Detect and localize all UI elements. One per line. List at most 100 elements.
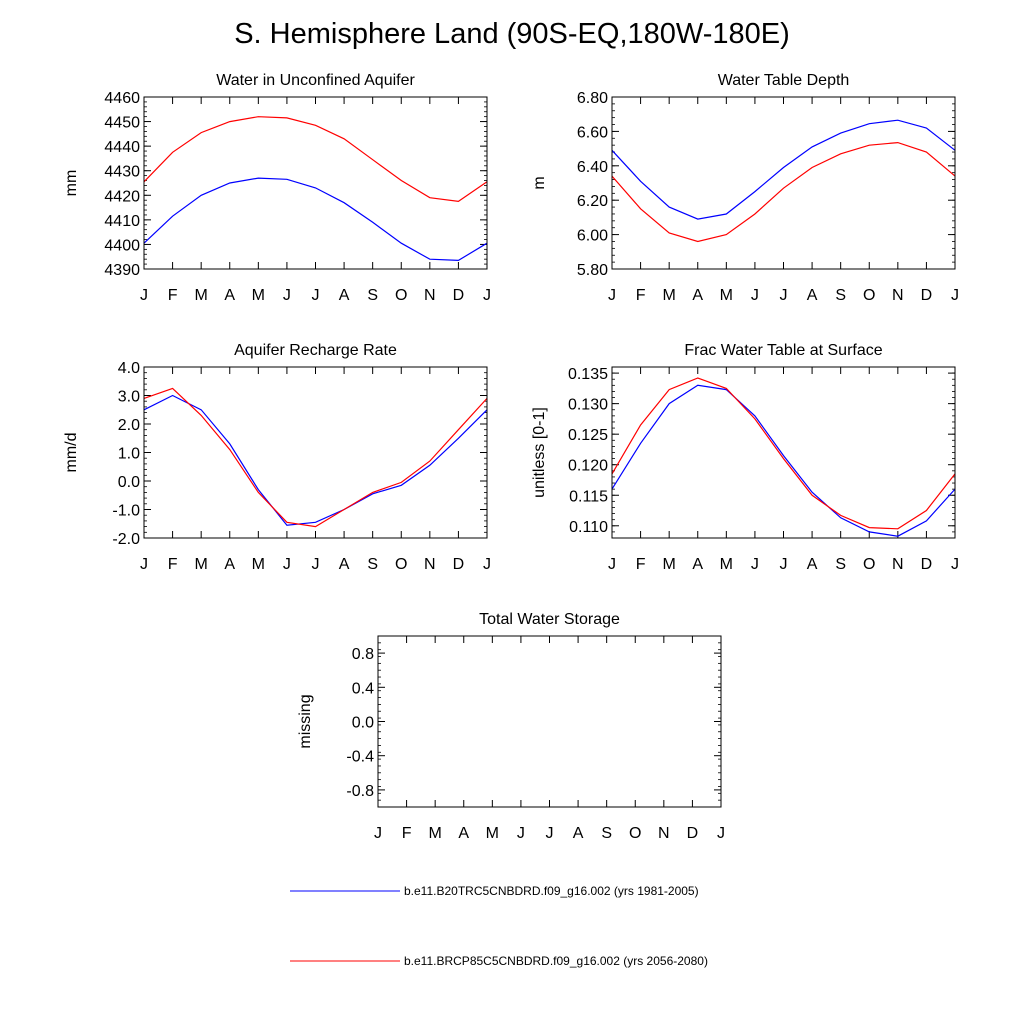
x-tick-label: J [283, 287, 291, 304]
x-tick-label: J [717, 825, 725, 842]
x-tick-label: M [663, 556, 676, 573]
plot-frame [611, 366, 956, 539]
x-tick-label: A [339, 287, 350, 304]
chart-title: Water Table Depth [718, 72, 850, 89]
x-tick-label: M [195, 287, 208, 304]
y-tick-label: 0.125 [568, 427, 608, 444]
y-tick-label: 6.20 [577, 193, 608, 210]
x-tick-label: S [601, 825, 612, 842]
x-tick-label: A [807, 287, 818, 304]
x-tick-label: F [636, 287, 646, 304]
y-axis-label: m [531, 176, 548, 189]
x-tick-label: J [780, 556, 788, 573]
y-tick-label: -0.8 [346, 783, 374, 800]
x-tick-label: J [751, 287, 759, 304]
x-tick-label: M [195, 556, 208, 573]
x-tick-label: D [453, 556, 465, 573]
x-tick-label: M [720, 287, 733, 304]
y-axis-label: missing [297, 694, 314, 748]
y-tick-label: 6.00 [577, 228, 608, 245]
y-tick-label: -0.4 [346, 749, 374, 766]
y-tick-label: 0.0 [118, 474, 140, 491]
x-tick-label: S [367, 287, 378, 304]
y-tick-label: 1.0 [118, 446, 140, 463]
x-tick-label: F [168, 287, 178, 304]
x-tick-label: S [835, 556, 846, 573]
y-tick-label: 4450 [104, 115, 140, 132]
x-tick-label: O [395, 287, 407, 304]
x-tick-label: N [892, 287, 904, 304]
x-tick-label: F [636, 556, 646, 573]
x-tick-label: S [367, 556, 378, 573]
x-tick-label: D [921, 287, 933, 304]
x-tick-label: M [720, 556, 733, 573]
figure-title: S. Hemisphere Land (90S-EQ,180W-180E) [234, 18, 790, 50]
y-tick-label: 0.130 [568, 397, 608, 414]
x-tick-label: J [483, 287, 491, 304]
chart-title: Frac Water Table at Surface [684, 342, 882, 359]
chart-panel-4: Frac Water Table at Surface unitless [0-1… [531, 342, 959, 573]
x-tick-label: N [424, 287, 436, 304]
plot-frame [143, 366, 488, 539]
y-tick-label: 0.4 [352, 680, 374, 697]
y-tick-label: 0.135 [568, 366, 608, 383]
y-tick-label: 6.60 [577, 124, 608, 141]
y-tick-label: 0.8 [352, 646, 374, 663]
x-tick-label: J [608, 287, 616, 304]
chart-title: Aquifer Recharge Rate [234, 342, 397, 359]
y-tick-label: 0.0 [352, 715, 374, 732]
series-line-1 [143, 394, 488, 526]
x-tick-label: O [395, 556, 407, 573]
x-tick-label: O [863, 556, 875, 573]
y-tick-label: -1.0 [112, 503, 140, 520]
legend-label: b.e11.BRCP85C5CNBDRD.f09_g16.002 (yrs 20… [404, 954, 708, 968]
plot-frame [611, 96, 956, 270]
y-tick-label: 4440 [104, 139, 140, 156]
y-tick-label: 0.115 [569, 488, 608, 505]
x-tick-label: O [863, 287, 875, 304]
y-tick-label: 0.120 [568, 458, 608, 475]
x-tick-label: M [252, 287, 265, 304]
x-tick-label: J [140, 287, 148, 304]
series-line-2 [143, 116, 488, 203]
x-tick-label: J [483, 556, 491, 573]
series-line-2 [143, 387, 488, 528]
plot-frame [143, 96, 488, 270]
x-tick-label: A [339, 556, 350, 573]
x-tick-label: J [374, 825, 382, 842]
x-tick-label: J [517, 825, 525, 842]
series-line-1 [611, 119, 956, 220]
x-tick-label: A [224, 287, 235, 304]
x-tick-label: O [629, 825, 641, 842]
y-tick-label: 4.0 [118, 360, 140, 377]
x-tick-label: D [453, 287, 465, 304]
y-tick-label: 4400 [104, 237, 140, 254]
x-tick-label: M [486, 825, 499, 842]
x-tick-label: D [687, 825, 699, 842]
x-tick-label: A [224, 556, 235, 573]
x-tick-label: A [692, 556, 703, 573]
x-tick-label: M [429, 825, 442, 842]
y-tick-label: 4410 [104, 213, 140, 230]
y-tick-label: 4460 [104, 90, 140, 107]
x-tick-label: D [921, 556, 933, 573]
series-line-1 [611, 384, 956, 537]
x-tick-label: J [312, 556, 320, 573]
y-tick-label: 5.80 [577, 262, 608, 279]
x-tick-label: N [658, 825, 670, 842]
y-tick-label: 6.80 [577, 90, 608, 107]
y-tick-label: 4390 [104, 262, 140, 279]
legend-item-1: b.e11.B20TRC5CNBDRD.f09_g16.002 (yrs 198… [290, 884, 699, 898]
x-tick-label: M [663, 287, 676, 304]
legend-label: b.e11.B20TRC5CNBDRD.f09_g16.002 (yrs 198… [404, 884, 699, 898]
x-tick-label: A [807, 556, 818, 573]
x-tick-label: J [608, 556, 616, 573]
y-tick-label: 6.40 [577, 159, 608, 176]
x-tick-label: N [892, 556, 904, 573]
legend-item-2: b.e11.BRCP85C5CNBDRD.f09_g16.002 (yrs 20… [290, 954, 708, 968]
x-tick-label: A [692, 287, 703, 304]
y-tick-label: 4420 [104, 188, 140, 205]
